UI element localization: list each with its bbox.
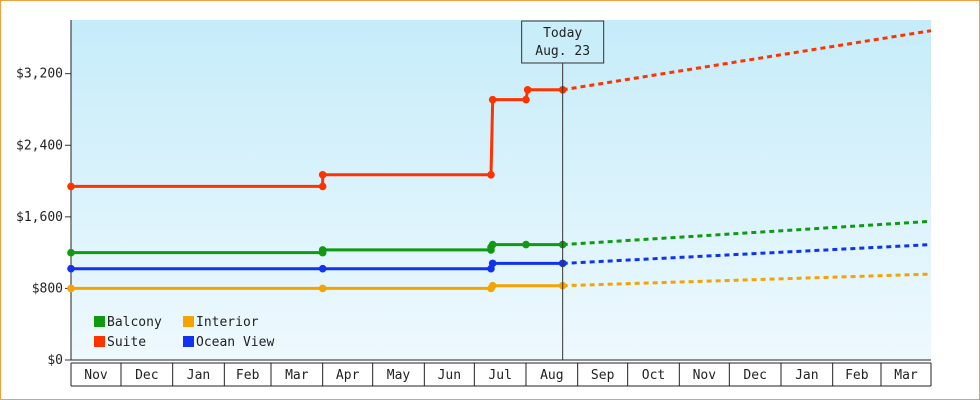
data-point: [67, 264, 75, 273]
data-point: [488, 259, 497, 268]
legend-swatch: [183, 316, 194, 327]
data-point: [67, 182, 75, 191]
month-label: Apr: [336, 368, 360, 383]
month-label: Aug: [540, 368, 563, 383]
legend-label: Balcony: [107, 315, 162, 330]
legend-swatch: [94, 336, 105, 347]
data-point: [318, 170, 327, 179]
data-point: [522, 95, 530, 104]
month-label: Sep: [591, 368, 615, 383]
data-point: [67, 248, 75, 257]
legend-label: Interior: [196, 315, 259, 330]
data-point: [487, 170, 495, 179]
data-point: [488, 281, 497, 290]
data-point: [523, 85, 532, 94]
data-point: [488, 240, 497, 249]
y-tick-layer: $0 $800 $1,600 $2,400 $3,200: [16, 67, 71, 368]
today-box: [521, 20, 605, 64]
data-point: [318, 182, 327, 191]
data-point: [488, 95, 497, 104]
month-label: Jun: [438, 368, 461, 383]
month-label: Nov: [693, 368, 717, 383]
month-label: Feb: [236, 368, 260, 383]
axis-layer: Nov Dec Jan Feb Mar Apr May Jun Jul Aug Sep Oct Nov D…: [70, 20, 932, 387]
month-label: Jan: [187, 368, 210, 383]
legend: Balcony Interior Suite Ocean View: [94, 315, 274, 350]
y-tick-label: $0: [47, 353, 63, 368]
legend-label: Suite: [107, 335, 146, 350]
today-date: Aug. 23: [535, 44, 590, 59]
data-point: [318, 246, 327, 254]
month-label: Feb: [845, 368, 869, 383]
series-forecast-suite: [562, 29, 932, 92]
month-label: Dec: [135, 368, 158, 383]
y-tick-label: $3,200: [16, 67, 63, 82]
legend-swatch: [94, 316, 105, 327]
month-label: Nov: [84, 368, 108, 383]
month-label: Oct: [642, 368, 665, 383]
month-label: Dec: [743, 368, 766, 383]
y-tick-label: $2,400: [16, 138, 63, 153]
plot-background: [71, 20, 931, 360]
series-forecast-balcony: [562, 219, 932, 247]
series-forecast-ocean-view: [562, 243, 932, 265]
month-label: Jan: [795, 368, 818, 383]
month-label: May: [387, 368, 411, 383]
today-marker: Today Aug. 23: [521, 20, 605, 360]
y-tick-label: $1,600: [16, 210, 63, 225]
data-point: [67, 284, 75, 293]
y-tick-label: $800: [32, 281, 63, 296]
legend-swatch: [183, 336, 194, 347]
data-point: [522, 240, 530, 249]
today-label: Today: [543, 26, 582, 41]
legend-label: Ocean View: [196, 335, 274, 350]
month-label: Mar: [894, 368, 918, 383]
month-label: Mar: [285, 368, 309, 383]
series-layer: [67, 29, 932, 293]
data-point: [318, 284, 327, 293]
month-label: Jul: [488, 368, 511, 383]
data-point: [318, 264, 327, 273]
series-forecast-interior: [562, 272, 932, 288]
